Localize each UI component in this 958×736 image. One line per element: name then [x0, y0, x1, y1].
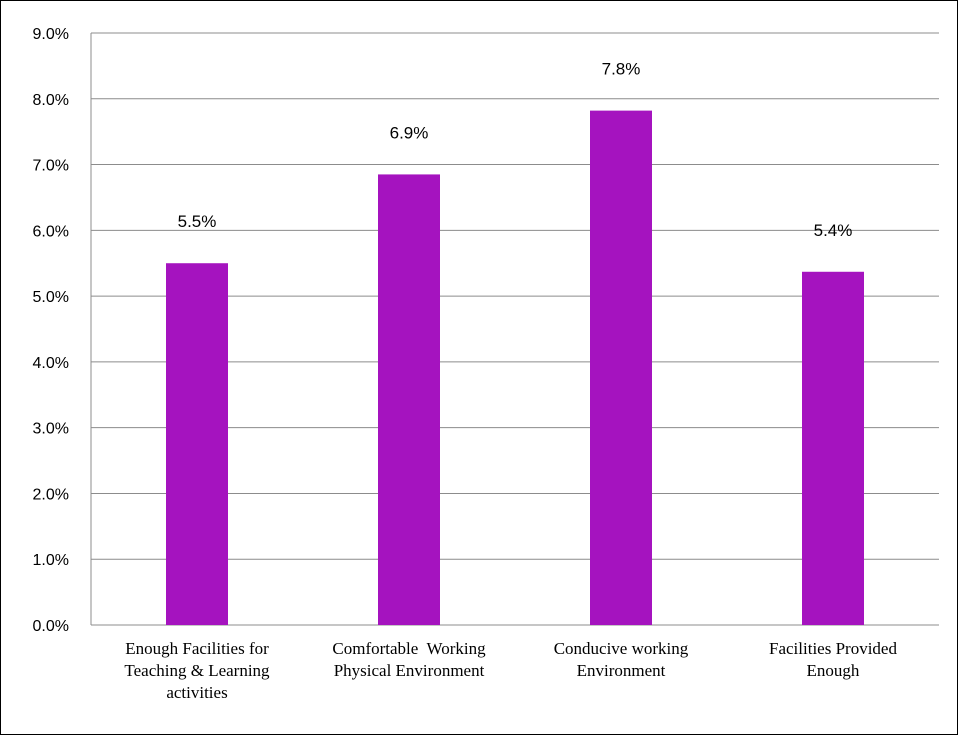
bar	[166, 263, 228, 625]
x-tick-label-line: activities	[166, 683, 227, 702]
x-tick-label: Facilities Provided Enough	[769, 639, 897, 680]
x-tick-label-line: Environment	[577, 661, 666, 680]
x-tick-label: Comfortable Working Physical Environment	[332, 639, 486, 680]
y-tick-label: 5.0%	[33, 289, 69, 306]
y-tick-label: 0.0%	[33, 618, 69, 635]
y-tick-label: 9.0%	[33, 26, 69, 43]
y-tick-label: 3.0%	[33, 421, 69, 438]
data-label: 7.8%	[602, 60, 641, 79]
x-tick-label: Conducive working Environment	[554, 639, 689, 680]
x-tick-label-line: Comfortable Working	[332, 639, 486, 658]
y-tick-label: 4.0%	[33, 355, 69, 372]
x-tick-label-line: Teaching & Learning	[124, 661, 270, 680]
x-tick-label: Enough Facilities for Teaching & Learning…	[124, 639, 270, 702]
bar	[802, 271, 864, 625]
data-label: 6.9%	[390, 123, 429, 142]
y-tick-label: 7.0%	[33, 158, 69, 175]
x-tick-label-line: Enough	[807, 661, 860, 680]
y-tick-label: 1.0%	[33, 552, 69, 569]
y-tick-label: 6.0%	[33, 223, 69, 240]
y-tick-label: 2.0%	[33, 486, 69, 503]
x-tick-label-line: Facilities Provided	[769, 639, 897, 658]
x-tick-label-line: Physical Environment	[334, 661, 485, 680]
y-tick-label: 8.0%	[33, 92, 69, 109]
data-label: 5.5%	[178, 212, 217, 231]
x-tick-label-line: Conducive working	[554, 639, 689, 658]
bar	[590, 110, 652, 625]
bar	[378, 174, 440, 625]
x-tick-label-line: Enough Facilities for	[125, 639, 269, 658]
data-label: 5.4%	[814, 221, 853, 240]
